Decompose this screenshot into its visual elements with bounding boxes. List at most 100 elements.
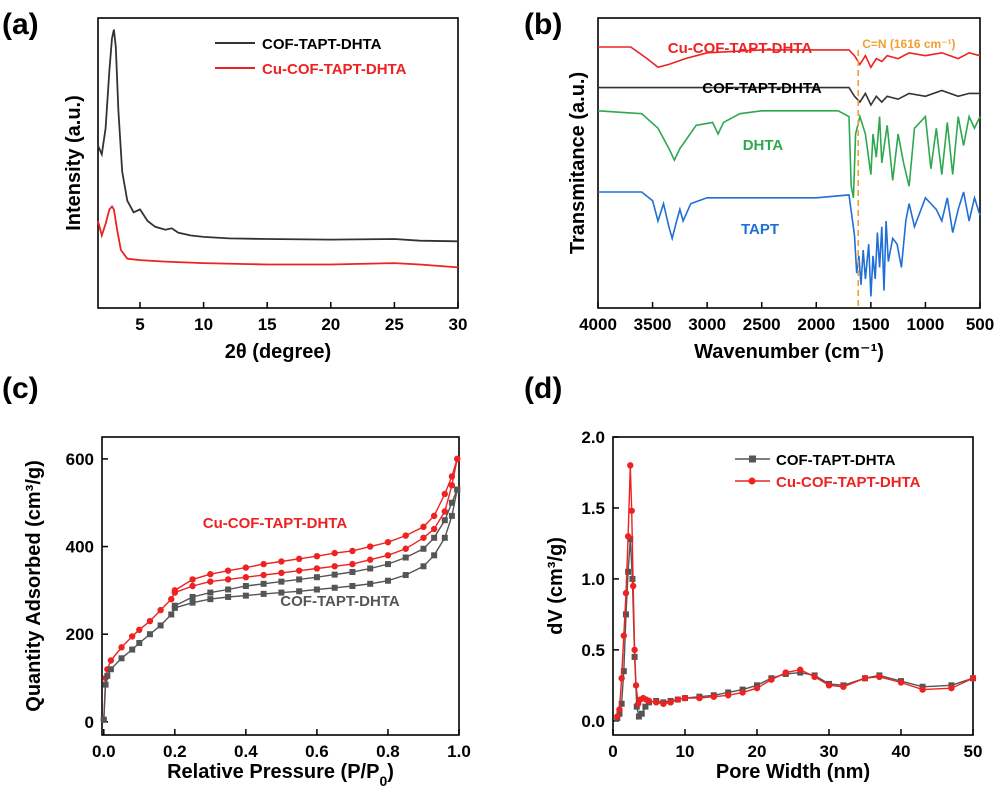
adsorption-point-cof — [146, 631, 153, 638]
desorption-point-cu-cof — [207, 570, 214, 578]
series-point-cu-cof — [797, 666, 804, 673]
adsorption-point-cof — [242, 592, 249, 599]
adsorption-point-cof — [402, 572, 409, 579]
adsorption-point-cu-cof — [384, 552, 392, 559]
adsorption-point-cof — [431, 552, 438, 559]
series-line-cof — [616, 539, 974, 719]
adsorption-point-cu-cof — [430, 525, 438, 533]
series-point-cu-cof — [667, 699, 674, 706]
series-point-cu-cof — [919, 686, 926, 693]
series-point-cu-cof — [739, 689, 746, 696]
adsorption-point-cu-cof — [349, 560, 356, 568]
adsorption-point-cu-cof — [207, 578, 214, 585]
adsorption-point-cof — [420, 563, 427, 570]
adsorption-point-cof — [136, 639, 143, 646]
adsorption-point-cof — [384, 577, 391, 584]
x-tick-label: 500 — [966, 315, 994, 334]
adsorption-point-cof — [260, 590, 267, 597]
adsorption-point-cof — [104, 672, 111, 679]
legend-label: COF-TAPT-DHTA — [262, 36, 382, 53]
series-point-cof — [622, 611, 629, 618]
adsorption-point-cof — [441, 534, 448, 541]
desorption-point-cof — [402, 554, 409, 561]
annotation-cof: COF-TAPT-DHTA — [280, 593, 400, 610]
series-point-cu-cof — [861, 675, 869, 682]
series-line-cu-cof — [97, 205, 459, 269]
adsorption-point-cof — [367, 580, 374, 587]
x-tick-label: 3000 — [688, 315, 726, 334]
series-point-cu-cof — [653, 699, 660, 706]
series-line-dhta — [597, 110, 981, 198]
x-tick-label: 10 — [194, 315, 213, 334]
y-tick-label: 2.0 — [581, 428, 605, 447]
x-tick-label: 20 — [748, 742, 767, 761]
desorption-point-cu-cof — [295, 555, 303, 563]
desorption-point-cof — [207, 589, 214, 596]
series-point-cu-cof — [840, 683, 847, 690]
y-axis-label: Transmitance (a.u.) — [567, 72, 589, 254]
desorption-point-cof — [441, 517, 448, 524]
adsorption-line-cu-cof — [103, 458, 458, 720]
x-tick-label: 1500 — [852, 315, 890, 334]
x-tick-label: 3500 — [634, 315, 672, 334]
adsorption-point-cu-cof — [107, 657, 115, 664]
series-point-cu-cof — [753, 684, 761, 692]
adsorption-point-cof — [207, 596, 214, 603]
adsorption-point-cu-cof — [168, 595, 175, 603]
y-axis-label: Quantity Adsorbed (cm³/g) — [23, 460, 45, 711]
series-point-cu-cof — [782, 669, 789, 676]
legend-label: Cu-COF-TAPT-DHTA — [262, 61, 407, 78]
desorption-point-cof — [260, 580, 267, 587]
series-point-cof — [620, 668, 627, 675]
y-tick-label: 0.0 — [581, 712, 605, 731]
y-tick-label: 1.0 — [581, 570, 605, 589]
legend-swatch-marker — [749, 455, 756, 463]
plot-frame — [97, 17, 459, 309]
y-axis-label: dV (cm³/g) — [545, 537, 567, 635]
series-point-cu-cof — [725, 692, 732, 699]
x-tick-label: 0.4 — [234, 742, 258, 761]
x-tick-label: 2500 — [743, 315, 781, 334]
y-tick-label: 0 — [85, 713, 94, 732]
series-point-cu-cof — [622, 589, 630, 597]
y-tick-label: 200 — [66, 625, 94, 644]
adsorption-point-cof — [225, 593, 232, 600]
chart-panel-d: 0 10 20 30 40 50 0.0 0.5 1.0 1.5 2.0 COF-TAPT-DHTA C… — [545, 428, 982, 783]
plot-frame — [597, 17, 981, 309]
series-point-cu-cof — [897, 679, 905, 686]
x-tick-label: 0.2 — [163, 742, 187, 761]
plot-frame — [612, 436, 974, 736]
adsorption-point-cof — [349, 583, 356, 589]
adsorption-point-cu-cof — [157, 606, 164, 614]
x-tick-label: 0.8 — [376, 742, 400, 761]
desorption-point-cu-cof — [349, 547, 356, 555]
desorption-point-cof — [313, 574, 320, 581]
desorption-point-cof — [349, 568, 356, 575]
x-axis-label: Pore Width (nm) — [716, 761, 870, 783]
x-tick-label: 10 — [676, 742, 695, 761]
x-tick-label: 4000 — [579, 315, 617, 334]
series-point-cu-cof — [645, 697, 653, 705]
adsorption-point-cu-cof — [146, 617, 154, 625]
desorption-point-cof — [278, 578, 285, 585]
desorption-point-cu-cof — [366, 543, 374, 550]
adsorption-point-cof — [189, 599, 196, 606]
series-label-cu-cof: Cu-COF-TAPT-DHTA — [668, 40, 813, 57]
panel-label-c: (c) — [2, 372, 39, 405]
desorption-point-cu-cof — [313, 553, 321, 560]
x-tick-label: 30 — [820, 742, 839, 761]
panel-label-d: (d) — [524, 372, 562, 405]
y-tick-label: 0.5 — [581, 641, 605, 660]
series-point-cu-cof — [616, 706, 623, 713]
adsorption-point-cu-cof — [118, 644, 125, 651]
adsorption-point-cu-cof — [260, 571, 267, 579]
series-point-cu-cof — [948, 684, 955, 692]
x-tick-label: 0.6 — [305, 742, 329, 761]
desorption-point-cof — [367, 565, 374, 572]
desorption-point-cof — [225, 586, 232, 593]
series-point-cu-cof — [618, 675, 625, 682]
x-tick-label: 2000 — [797, 315, 835, 334]
adsorption-point-cof — [100, 716, 107, 723]
adsorption-point-cof — [102, 681, 109, 688]
